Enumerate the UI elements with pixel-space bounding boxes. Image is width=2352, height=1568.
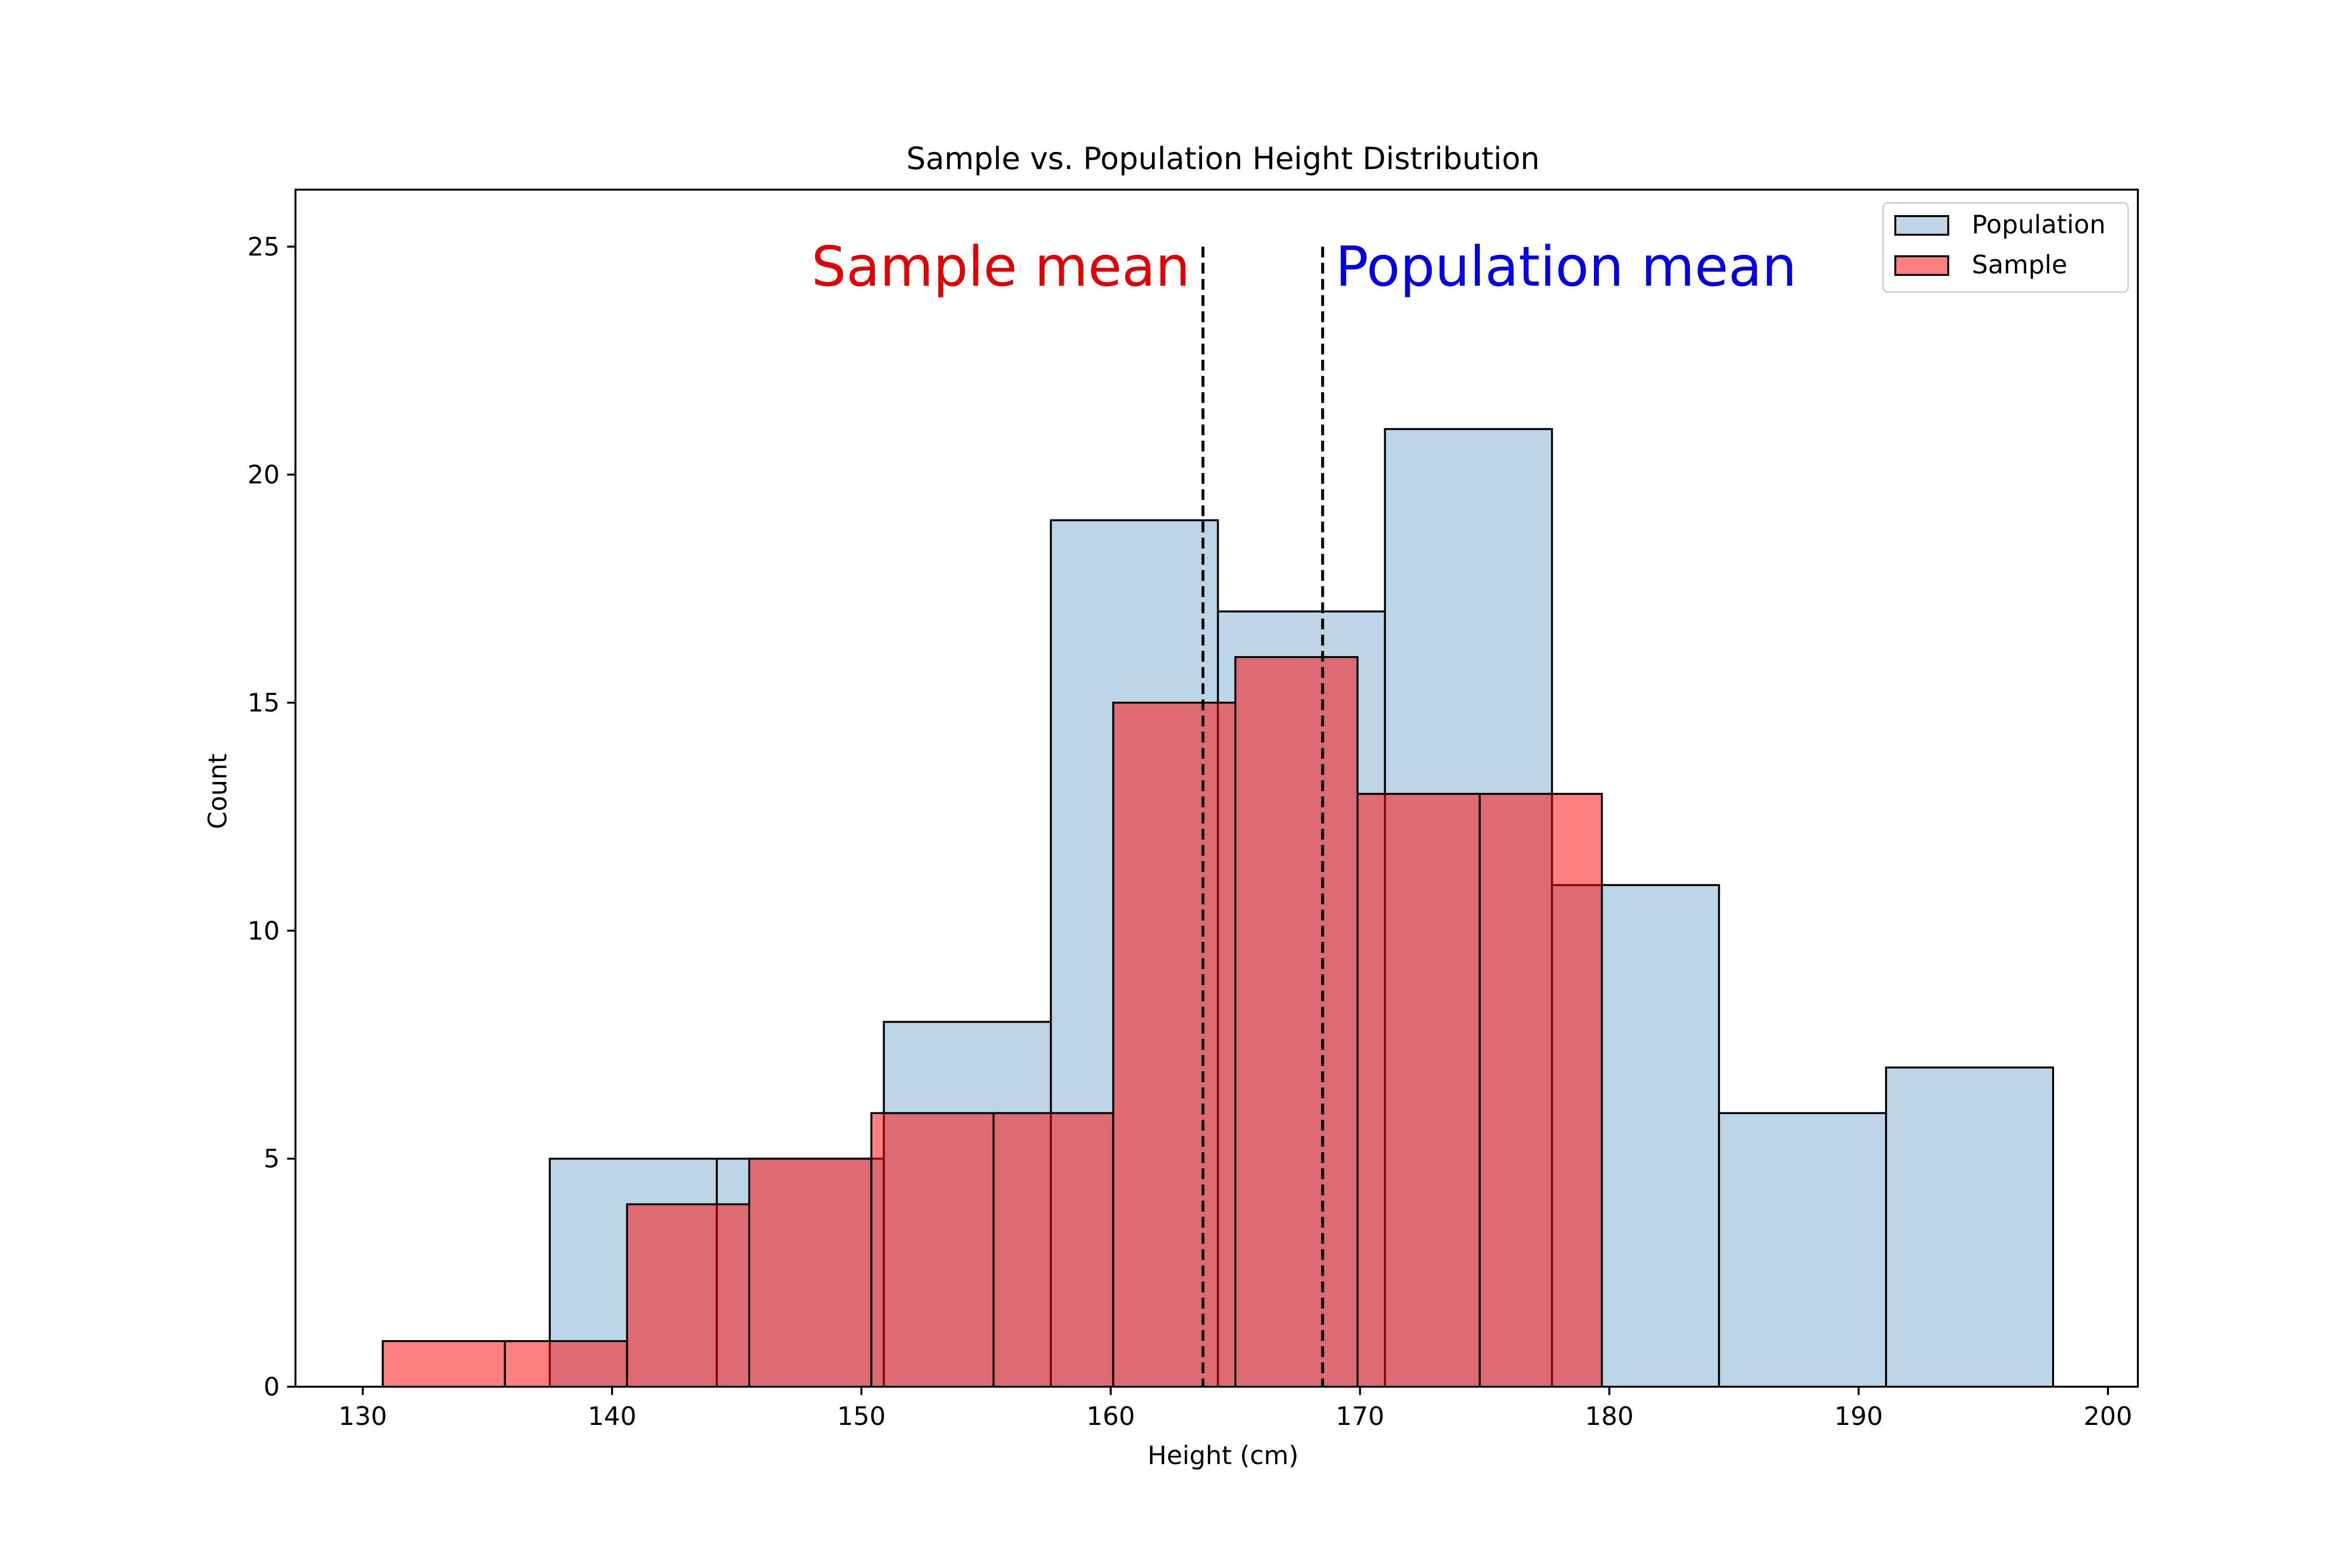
y-tick-label: 15 bbox=[247, 688, 280, 718]
legend: Population Sample bbox=[1882, 202, 2129, 293]
y-tick-label: 10 bbox=[247, 916, 280, 946]
sample-bar-8 bbox=[1356, 793, 1481, 1388]
sample-bar-1 bbox=[504, 1340, 628, 1388]
y-tick-label: 25 bbox=[247, 232, 280, 262]
sample-bars-layer bbox=[382, 656, 1603, 1388]
x-tick-label: 170 bbox=[1336, 1402, 1384, 1431]
sample-mean-annotation: Sample mean bbox=[811, 235, 1190, 299]
x-tick-label: 200 bbox=[2083, 1402, 2132, 1431]
y-tick-label: 5 bbox=[264, 1145, 280, 1174]
population-bar-7 bbox=[1718, 1112, 1887, 1388]
y-axis: 0 5 10 15 20 25 bbox=[247, 232, 295, 1402]
sample-bar-9 bbox=[1478, 793, 1603, 1388]
x-tick-label: 180 bbox=[1585, 1402, 1634, 1431]
sample-bar-3 bbox=[748, 1157, 873, 1388]
legend-swatch-population bbox=[1894, 215, 1949, 236]
legend-label-sample: Sample bbox=[1972, 250, 2067, 280]
y-tick-label: 20 bbox=[247, 461, 280, 490]
x-axis: 130 140 150 160 170 180 190 200 bbox=[339, 1387, 2132, 1431]
sample-bar-4 bbox=[870, 1112, 995, 1388]
sample-bar-7 bbox=[1234, 656, 1359, 1388]
x-axis-label: Height (cm) bbox=[1148, 1441, 1298, 1470]
sample-bar-2 bbox=[626, 1203, 751, 1388]
sample-bar-6 bbox=[1112, 702, 1237, 1388]
x-tick-label: 190 bbox=[1835, 1402, 1883, 1431]
x-tick-label: 140 bbox=[588, 1402, 637, 1431]
x-tick-label: 130 bbox=[339, 1402, 387, 1431]
sample-bar-0 bbox=[382, 1340, 506, 1388]
legend-swatch-sample bbox=[1894, 255, 1949, 276]
sample-bar-5 bbox=[992, 1112, 1114, 1388]
x-tick-label: 150 bbox=[837, 1402, 885, 1431]
mean-lines-layer: Sample mean Population mean bbox=[811, 235, 1797, 1387]
chart-title: Sample vs. Population Height Distributio… bbox=[906, 141, 1540, 176]
y-axis-label: Count bbox=[203, 754, 233, 829]
population-mean-annotation: Population mean bbox=[1335, 235, 1797, 299]
population-bar-8 bbox=[1885, 1066, 2055, 1388]
x-tick-label: 160 bbox=[1086, 1402, 1135, 1431]
plot-area-frame bbox=[294, 189, 2139, 1388]
legend-label-population: Population bbox=[1972, 210, 2106, 240]
y-tick-label: 0 bbox=[264, 1372, 280, 1402]
